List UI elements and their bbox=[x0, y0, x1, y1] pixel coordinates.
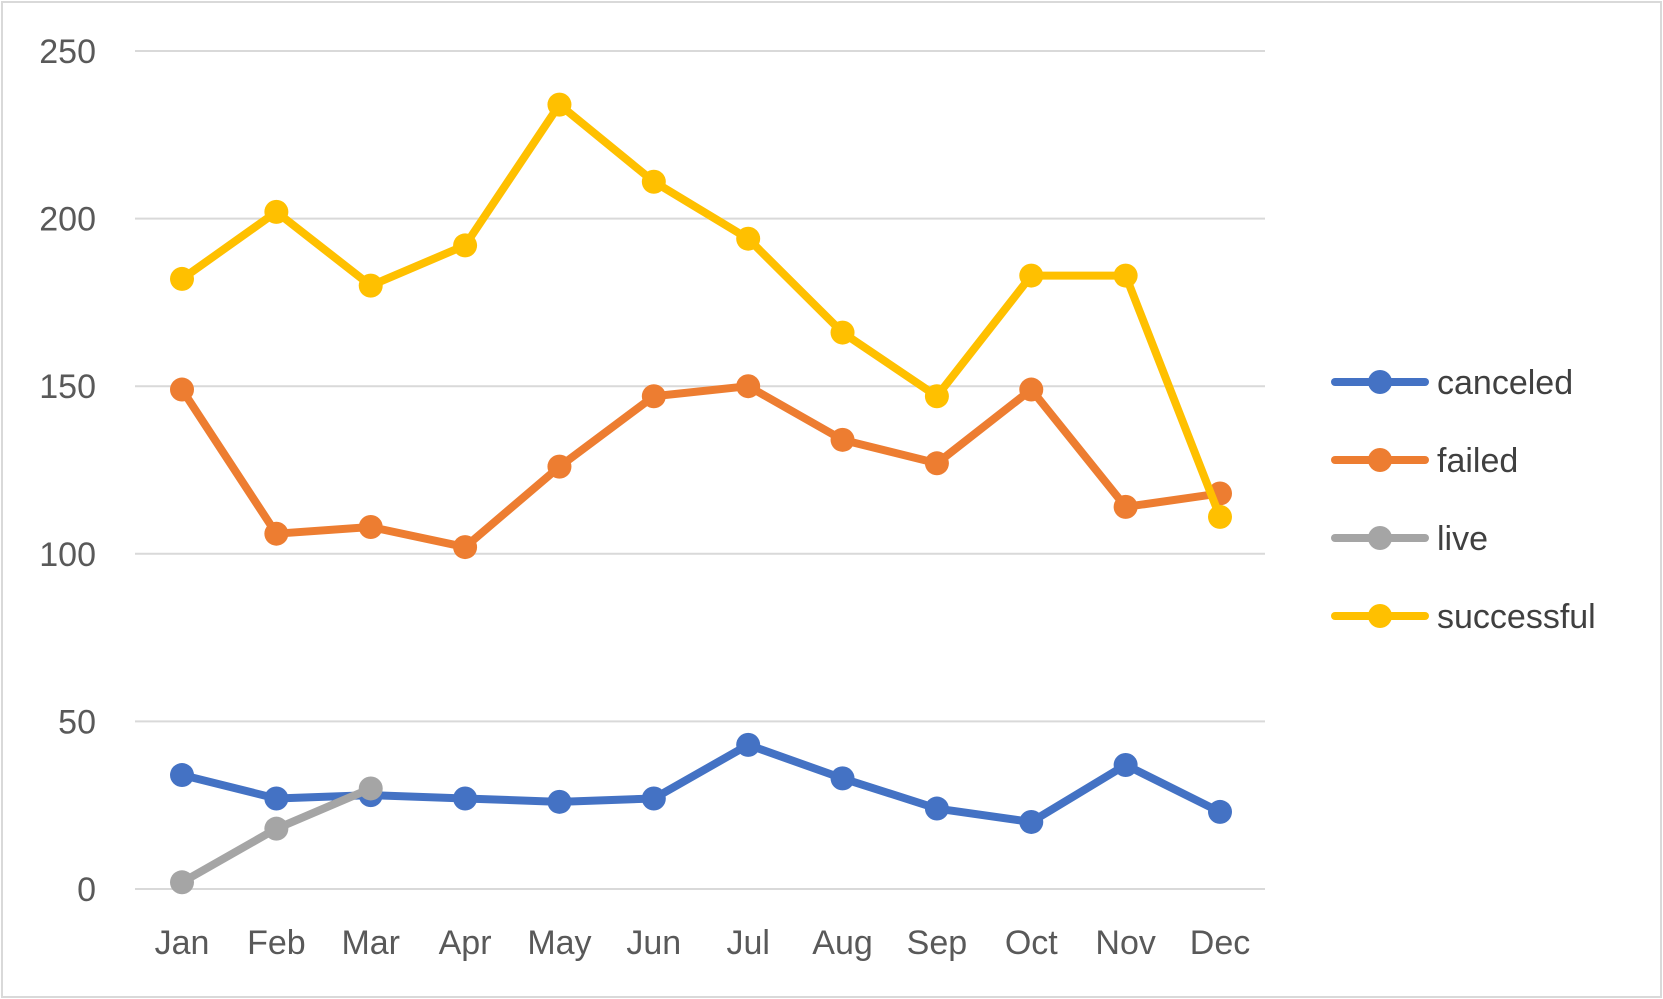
legend-marker-successful bbox=[1368, 604, 1392, 628]
data-point-failed-mar bbox=[358, 514, 383, 539]
series-successful bbox=[170, 92, 1232, 529]
data-point-successful-sep bbox=[924, 384, 949, 409]
data-point-successful-jul bbox=[736, 226, 761, 251]
data-point-canceled-apr bbox=[453, 786, 478, 811]
y-axis-tick-labels: 0 50 100 150 200 250 bbox=[39, 33, 96, 909]
y-tick-label-200: 200 bbox=[39, 201, 96, 239]
data-point-canceled-jun bbox=[641, 786, 666, 811]
data-point-live-jan bbox=[170, 870, 194, 895]
data-point-live-mar bbox=[358, 776, 383, 801]
data-point-failed-may bbox=[547, 454, 572, 479]
x-tick-label-jun: Jun bbox=[626, 924, 681, 962]
legend-marker-live bbox=[1368, 526, 1392, 550]
y-tick-label-250: 250 bbox=[39, 33, 96, 71]
data-point-failed-jun bbox=[641, 384, 666, 409]
series-line-successful bbox=[178, 100, 1224, 521]
data-point-live-feb bbox=[264, 816, 289, 841]
x-tick-label-may: May bbox=[527, 924, 591, 962]
x-tick-label-jan: Jan bbox=[155, 924, 210, 962]
data-point-successful-oct bbox=[1019, 263, 1044, 288]
x-axis-tick-labels: Jan Feb Mar Apr May Jun Jul Aug Sep Oct Nov Dec bbox=[155, 924, 1251, 962]
legend-label-successful: successful bbox=[1437, 598, 1596, 636]
data-point-failed-aug bbox=[830, 427, 855, 452]
x-tick-label-sep: Sep bbox=[907, 924, 968, 962]
x-tick-label-nov: Nov bbox=[1095, 924, 1155, 962]
data-point-successful-feb bbox=[264, 199, 289, 224]
legend-entry-live: live bbox=[1331, 520, 1488, 558]
data-point-failed-jul bbox=[736, 374, 761, 399]
series-lines bbox=[170, 92, 1232, 895]
data-point-canceled-dec bbox=[1208, 799, 1232, 824]
data-point-successful-jun bbox=[641, 169, 666, 194]
data-point-canceled-oct bbox=[1019, 809, 1044, 834]
x-tick-label-apr: Apr bbox=[439, 924, 492, 962]
data-point-successful-aug bbox=[830, 320, 855, 345]
x-tick-label-feb: Feb bbox=[247, 924, 306, 962]
legend-entry-canceled: canceled bbox=[1331, 364, 1573, 402]
gridlines bbox=[135, 50, 1265, 890]
data-point-failed-feb bbox=[264, 521, 289, 546]
data-point-successful-jan bbox=[170, 266, 194, 291]
data-point-canceled-feb bbox=[264, 786, 289, 811]
legend-marker-canceled bbox=[1368, 370, 1392, 394]
data-point-failed-oct bbox=[1019, 377, 1044, 402]
legend-label-failed: failed bbox=[1437, 442, 1518, 480]
series-live bbox=[170, 776, 383, 895]
data-point-canceled-may bbox=[547, 789, 572, 814]
y-tick-label-100: 100 bbox=[39, 536, 96, 574]
data-point-failed-jan bbox=[170, 377, 194, 402]
data-point-successful-apr bbox=[453, 233, 478, 258]
legend-label-canceled: canceled bbox=[1437, 364, 1573, 402]
data-point-failed-sep bbox=[924, 451, 949, 476]
data-point-successful-dec bbox=[1208, 504, 1232, 529]
data-point-successful-nov bbox=[1113, 263, 1138, 288]
data-point-canceled-jan bbox=[170, 763, 194, 788]
data-point-successful-may bbox=[547, 92, 572, 117]
x-tick-label-oct: Oct bbox=[1005, 924, 1058, 962]
x-tick-label-mar: Mar bbox=[341, 924, 400, 962]
data-point-canceled-jul bbox=[736, 732, 761, 757]
y-tick-label-0: 0 bbox=[77, 871, 96, 909]
legend-marker-failed bbox=[1368, 448, 1392, 472]
data-point-failed-apr bbox=[453, 535, 478, 560]
x-tick-label-aug: Aug bbox=[812, 924, 873, 962]
data-point-canceled-nov bbox=[1113, 752, 1138, 777]
legend-entry-failed: failed bbox=[1331, 442, 1518, 480]
legend: canceled failed live successful bbox=[1331, 364, 1596, 636]
data-point-canceled-sep bbox=[924, 796, 949, 821]
data-point-failed-nov bbox=[1113, 494, 1138, 519]
y-tick-label-150: 150 bbox=[39, 368, 96, 406]
legend-entry-successful: successful bbox=[1331, 598, 1596, 636]
x-tick-label-jul: Jul bbox=[726, 924, 769, 962]
legend-label-live: live bbox=[1437, 520, 1488, 558]
x-tick-label-dec: Dec bbox=[1190, 924, 1250, 962]
y-tick-label-50: 50 bbox=[58, 703, 96, 741]
series-line-failed bbox=[178, 382, 1224, 552]
data-point-canceled-aug bbox=[830, 766, 855, 791]
data-point-successful-mar bbox=[358, 273, 383, 298]
